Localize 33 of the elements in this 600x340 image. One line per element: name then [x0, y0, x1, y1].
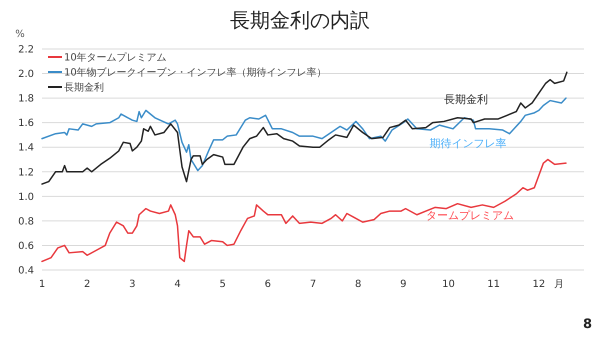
x-tick-label: 7	[310, 279, 316, 290]
y-tick-label: 1.2	[18, 167, 34, 178]
legend-label: 10年物ブレークイーブン・インフレ率（期待インフレ率）	[64, 66, 327, 78]
x-tick-label: 10	[442, 279, 455, 290]
y-tick-label: 2.0	[18, 69, 34, 80]
y-tick-label: 1.6	[18, 118, 34, 130]
y-tick-label: 1.4	[18, 142, 34, 154]
x-tick-label: 12	[532, 279, 546, 290]
y-tick-label: 2.2	[18, 44, 34, 56]
y-tick-label: 1.0	[18, 192, 34, 203]
x-axis-title: 月	[554, 279, 564, 290]
x-tick-label: 4	[174, 279, 181, 290]
x-tick-label: 8	[354, 279, 362, 290]
x-tick-label: 6	[264, 279, 272, 290]
y-tick-label: 1.8	[18, 94, 34, 105]
x-tick-label: 2	[84, 279, 90, 290]
legend-label: 長期金利	[64, 82, 104, 94]
annotation: 期待インフレ率	[430, 136, 506, 150]
legend-label: 10年タームプレミアム	[64, 52, 167, 64]
y-tick-label: 0.6	[18, 240, 34, 252]
annotation: 長期金利	[444, 92, 488, 106]
x-tick-label: 9	[400, 279, 407, 290]
x-tick-label: 11	[487, 279, 500, 290]
x-tick-label: 3	[129, 279, 136, 290]
text: 8	[582, 317, 592, 332]
y-tick-label: 0.8	[18, 216, 34, 228]
y-axis-title: %	[15, 29, 25, 40]
line-series	[41, 158, 567, 262]
y-tick-label: 0.4	[18, 266, 34, 276]
x-tick-label: 1	[38, 279, 46, 290]
chart-title: 長期金利の内訳	[230, 8, 370, 32]
x-tick-label: 5	[219, 279, 226, 290]
annotation: タームプレミアム	[426, 208, 514, 222]
